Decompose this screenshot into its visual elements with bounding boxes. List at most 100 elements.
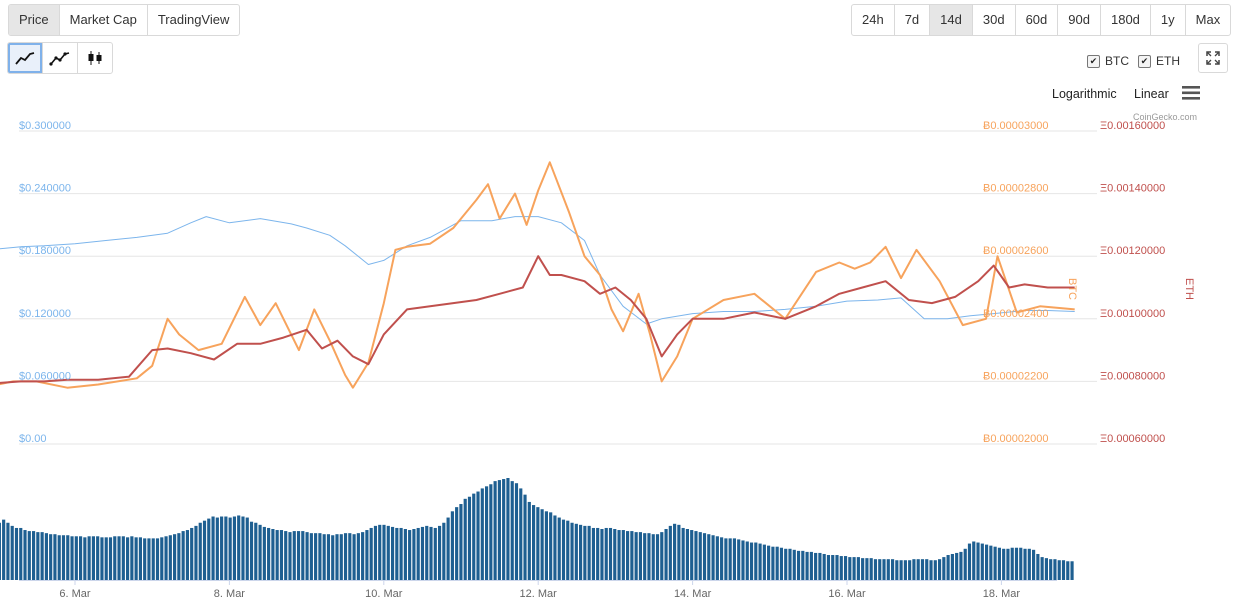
price-tabs: Price Market Cap TradingView	[8, 4, 241, 36]
range-max-button[interactable]: Max	[1195, 12, 1221, 27]
volume-bar	[1053, 559, 1057, 580]
candlestick-chart-button[interactable]	[78, 43, 112, 73]
volume-bar	[600, 529, 604, 580]
chart-menu-button[interactable]	[1182, 86, 1200, 105]
legend-eth-label: ETH	[1156, 54, 1180, 68]
volume-bar	[61, 535, 66, 580]
volume-bar	[138, 537, 142, 580]
volume-bar	[596, 527, 600, 580]
range-30d-button[interactable]: 30d	[973, 5, 1016, 35]
volume-bar	[442, 522, 446, 580]
volume-bar	[784, 548, 788, 580]
tab-market-cap[interactable]: Market Cap	[60, 5, 148, 35]
range-7d-button[interactable]: 7d	[895, 5, 931, 35]
tab-price[interactable]: Price	[9, 5, 60, 35]
volume-bar	[822, 553, 826, 580]
volume-bar	[49, 534, 53, 580]
volume-bar	[929, 560, 933, 580]
volume-bar	[181, 531, 185, 580]
volume-bar	[937, 559, 942, 580]
volume-bar	[241, 516, 245, 580]
volume-bar	[322, 534, 326, 580]
volume-bar	[809, 551, 813, 580]
volume-bar	[916, 559, 920, 580]
range-24h-button[interactable]: 24h	[852, 5, 895, 35]
volume-bar	[741, 540, 745, 580]
volume-bar	[690, 530, 694, 580]
volume-bar	[989, 545, 993, 580]
chart-type-selector	[7, 42, 113, 74]
range-180d-button[interactable]: 180d	[1101, 5, 1151, 35]
usd-tick-label: $0.00	[19, 433, 47, 445]
btc-tick-label: Ƀ0.00002600	[983, 245, 1048, 257]
line-chart-button[interactable]	[8, 43, 43, 73]
btc-tick-label: Ƀ0.00002200	[983, 370, 1048, 382]
legend-eth-toggle[interactable]: ✔ ETH	[1138, 54, 1180, 68]
usd-tick-label: $0.120000	[19, 308, 71, 320]
volume-bar	[6, 522, 10, 580]
volume-bar	[472, 493, 476, 580]
volume-bar	[732, 538, 737, 580]
volume-bar	[339, 534, 343, 580]
volume-bar	[608, 527, 613, 580]
volume-bar	[408, 530, 412, 580]
checkbox-icon[interactable]: ✔	[1138, 54, 1151, 68]
volume-bar	[976, 542, 980, 580]
volume-bar	[1023, 548, 1027, 580]
volume-bar	[459, 504, 463, 580]
legend-btc-toggle[interactable]: ✔ BTC	[1087, 54, 1129, 68]
volume-bar	[19, 527, 23, 580]
volume-bar	[839, 556, 843, 580]
volume-bar	[510, 481, 514, 580]
volume-bar	[437, 525, 442, 580]
volume-bar	[724, 538, 728, 580]
volume-bar	[758, 543, 762, 580]
volume-bar	[151, 538, 155, 580]
volume-bar	[831, 555, 835, 580]
watermark-credit[interactable]: CoinGecko.com	[1133, 112, 1198, 122]
volume-bar	[254, 522, 258, 580]
line-markers-chart-button[interactable]	[43, 43, 78, 73]
volume-bar	[211, 516, 215, 580]
volume-bar	[66, 535, 70, 580]
fullscreen-button[interactable]	[1198, 43, 1228, 73]
btc-series-line[interactable]	[0, 161, 1075, 389]
volume-bar	[279, 530, 284, 580]
eth-series-line[interactable]	[0, 255, 1075, 384]
volume-bar	[630, 531, 634, 580]
scale-linear-option[interactable]: Linear	[1134, 87, 1169, 101]
volume-bar	[262, 526, 266, 580]
volume-bar	[44, 533, 48, 580]
volume-bar	[1044, 558, 1048, 580]
volume-bar	[604, 527, 608, 580]
range-60d-button[interactable]: 60d	[1016, 5, 1059, 35]
volume-bar	[390, 526, 395, 580]
volume-bar	[852, 557, 856, 580]
tab-tradingview[interactable]: TradingView	[157, 12, 230, 27]
volume-bar	[258, 524, 262, 580]
volume-bar	[100, 537, 104, 580]
usd-series-line[interactable]	[0, 216, 1075, 325]
volume-bar	[903, 560, 907, 580]
volume-bar	[920, 559, 925, 580]
volume-bar	[108, 537, 113, 580]
volume-bar	[634, 532, 638, 580]
volume-bar	[361, 532, 365, 580]
volume-bar	[814, 552, 818, 580]
btc-tick-label: Ƀ0.00003000	[983, 120, 1048, 132]
volume-bar	[792, 549, 796, 580]
range-90d-button[interactable]: 90d	[1058, 5, 1101, 35]
volume-bar	[997, 547, 1001, 580]
volume-bar	[160, 537, 164, 580]
volume-bar	[403, 529, 407, 580]
volume-bar	[348, 533, 352, 580]
volume-bar	[292, 531, 296, 580]
chart-grid	[19, 130, 1097, 581]
range-1y-button[interactable]: 1y	[1151, 5, 1186, 35]
range-14d-button[interactable]: 14d	[930, 5, 973, 35]
volume-bar	[613, 529, 617, 580]
checkbox-icon[interactable]: ✔	[1087, 54, 1100, 68]
scale-logarithmic-option[interactable]: Logarithmic	[1052, 87, 1117, 101]
usd-tick-label: $0.060000	[19, 370, 71, 382]
